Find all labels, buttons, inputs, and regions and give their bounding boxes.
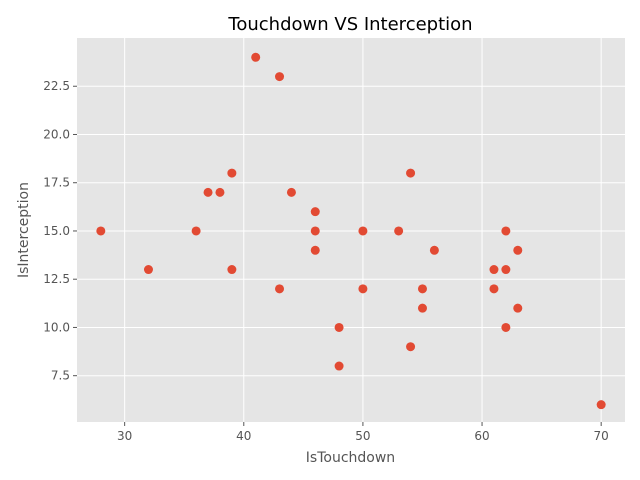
data-points xyxy=(96,52,606,410)
y-tick-label: 7.5 xyxy=(51,369,70,383)
x-axis-label: IsTouchdown xyxy=(306,450,395,466)
x-axis-ticks: 30 40 50 60 70 xyxy=(117,422,609,443)
plot-area xyxy=(77,38,625,422)
data-point xyxy=(227,265,237,275)
data-point xyxy=(489,265,499,275)
data-point xyxy=(203,187,213,197)
data-point xyxy=(406,168,416,178)
data-point xyxy=(251,52,261,62)
data-point xyxy=(417,284,427,294)
data-point xyxy=(417,303,427,313)
y-tick-label: 20.0 xyxy=(43,127,70,141)
data-point xyxy=(191,226,201,236)
x-tick-label: 60 xyxy=(474,429,489,443)
y-tick-label: 17.5 xyxy=(43,176,70,190)
data-point xyxy=(501,265,511,275)
data-point xyxy=(96,226,106,236)
y-tick-label: 15.0 xyxy=(43,224,70,238)
chart-title: Touchdown VS Interception xyxy=(227,14,472,35)
y-tick-label: 10.0 xyxy=(43,320,70,334)
x-tick-label: 70 xyxy=(594,429,609,443)
data-point xyxy=(513,245,523,255)
data-point xyxy=(394,226,404,236)
data-point xyxy=(275,72,285,82)
y-axis-label: IsInterception xyxy=(16,182,32,278)
data-point xyxy=(513,303,523,313)
data-point xyxy=(227,168,237,178)
data-point xyxy=(310,226,320,236)
data-point xyxy=(501,226,511,236)
data-point xyxy=(489,284,499,294)
x-tick-label: 40 xyxy=(236,429,251,443)
data-point xyxy=(310,207,320,217)
data-point xyxy=(501,322,511,332)
data-point xyxy=(215,187,225,197)
data-point xyxy=(358,226,368,236)
x-tick-label: 30 xyxy=(117,429,132,443)
data-point xyxy=(406,342,416,352)
data-point xyxy=(310,245,320,255)
data-point xyxy=(143,265,153,275)
y-tick-label: 12.5 xyxy=(43,272,70,286)
data-point xyxy=(286,187,296,197)
data-point xyxy=(429,245,439,255)
data-point xyxy=(334,361,344,371)
y-tick-label: 22.5 xyxy=(43,79,70,93)
x-tick-label: 50 xyxy=(355,429,370,443)
data-point xyxy=(596,400,606,410)
data-point xyxy=(334,322,344,332)
y-axis-ticks: 7.5 10.0 12.5 15.0 17.5 20.0 22.5 xyxy=(43,79,77,383)
data-point xyxy=(275,284,285,294)
data-point xyxy=(358,284,368,294)
